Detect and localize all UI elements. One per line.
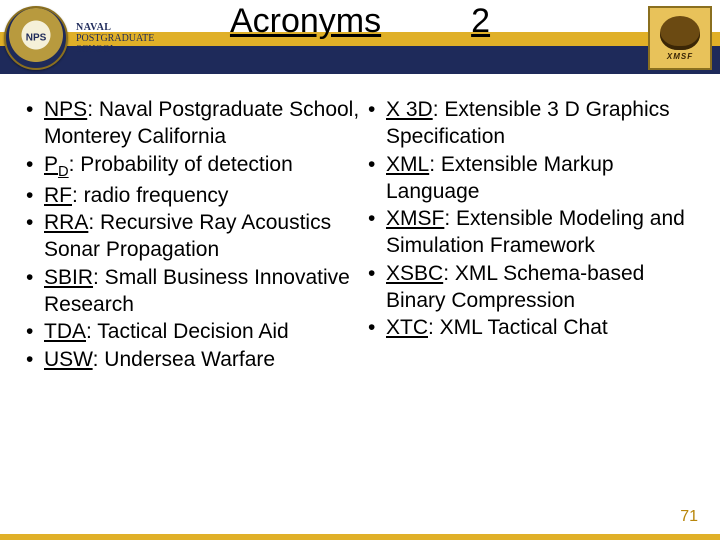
list-item: RRA: Recursive Ray Acoustics Sonar Propa…	[26, 209, 360, 264]
expansion: : Tactical Decision Aid	[86, 320, 289, 343]
lion-icon	[660, 16, 700, 50]
list-item: X 3D: Extensible 3 D Graphics Specificat…	[368, 96, 702, 151]
list-item: TDA: Tactical Decision Aid	[26, 318, 360, 345]
acronym: XMSF	[386, 207, 444, 230]
list-item: NPS: Naval Postgraduate School, Monterey…	[26, 96, 360, 151]
list-item: SBIR: Small Business Innovative Research	[26, 264, 360, 319]
list-item: RF: radio frequency	[26, 182, 360, 209]
acronym: XTC	[386, 316, 428, 339]
page-number: 71	[680, 508, 698, 526]
acronym: P	[44, 153, 58, 176]
list-item: XSBC: XML Schema-based Binary Compressio…	[368, 260, 702, 315]
acronym: XSBC	[386, 262, 443, 285]
expansion: : Recursive Ray Acoustics Sonar Propagat…	[44, 211, 331, 261]
nps-seal-icon	[4, 6, 68, 70]
expansion: : radio frequency	[72, 184, 228, 207]
nps-text-line1: NAVAL	[76, 22, 154, 33]
acronym: TDA	[44, 320, 86, 343]
acronym: USW	[44, 348, 93, 371]
expansion: : Naval Postgraduate School, Monterey Ca…	[44, 98, 359, 148]
expansion: : Undersea Warfare	[93, 348, 275, 371]
expansion: : XML Tactical Chat	[428, 316, 608, 339]
list-item: USW: Undersea Warfare	[26, 346, 360, 373]
list-item: XML: Extensible Markup Language	[368, 151, 702, 206]
right-column: X 3D: Extensible 3 D Graphics Specificat…	[368, 96, 702, 373]
acronym: NPS	[44, 98, 87, 121]
bottom-gold-stripe	[0, 534, 720, 540]
left-list: NPS: Naval Postgraduate School, Monterey…	[26, 96, 360, 373]
acronym: XML	[386, 153, 429, 176]
expansion: : Probability of detection	[69, 153, 293, 176]
xmsf-logo-label: XMSF	[667, 52, 693, 61]
left-column: NPS: Naval Postgraduate School, Monterey…	[26, 96, 360, 373]
nps-text-line2: POSTGRADUATE	[76, 33, 154, 44]
list-item: PD: Probability of detection	[26, 151, 360, 182]
nps-logo-block: NAVAL POSTGRADUATE SCHOOL	[4, 6, 154, 70]
content-area: NPS: Naval Postgraduate School, Monterey…	[0, 78, 720, 373]
acronym: RRA	[44, 211, 88, 234]
list-item: XMSF: Extensible Modeling and Simulation…	[368, 205, 702, 260]
title-right: 2	[471, 2, 490, 40]
acronym: X 3D	[386, 98, 433, 121]
xmsf-logo: XMSF	[648, 6, 712, 70]
list-item: XTC: XML Tactical Chat	[368, 314, 702, 341]
title-left: Acronyms	[230, 2, 381, 40]
slide-header: NAVAL POSTGRADUATE SCHOOL XMSF Acronyms 2	[0, 0, 720, 78]
nps-text: NAVAL POSTGRADUATE SCHOOL	[76, 22, 154, 55]
right-list: X 3D: Extensible 3 D Graphics Specificat…	[368, 96, 702, 342]
nps-text-line3: SCHOOL	[76, 44, 154, 55]
acronym: SBIR	[44, 266, 93, 289]
acronym-subscript: D	[58, 164, 69, 180]
slide-title: Acronyms 2	[230, 0, 490, 41]
acronym: RF	[44, 184, 72, 207]
